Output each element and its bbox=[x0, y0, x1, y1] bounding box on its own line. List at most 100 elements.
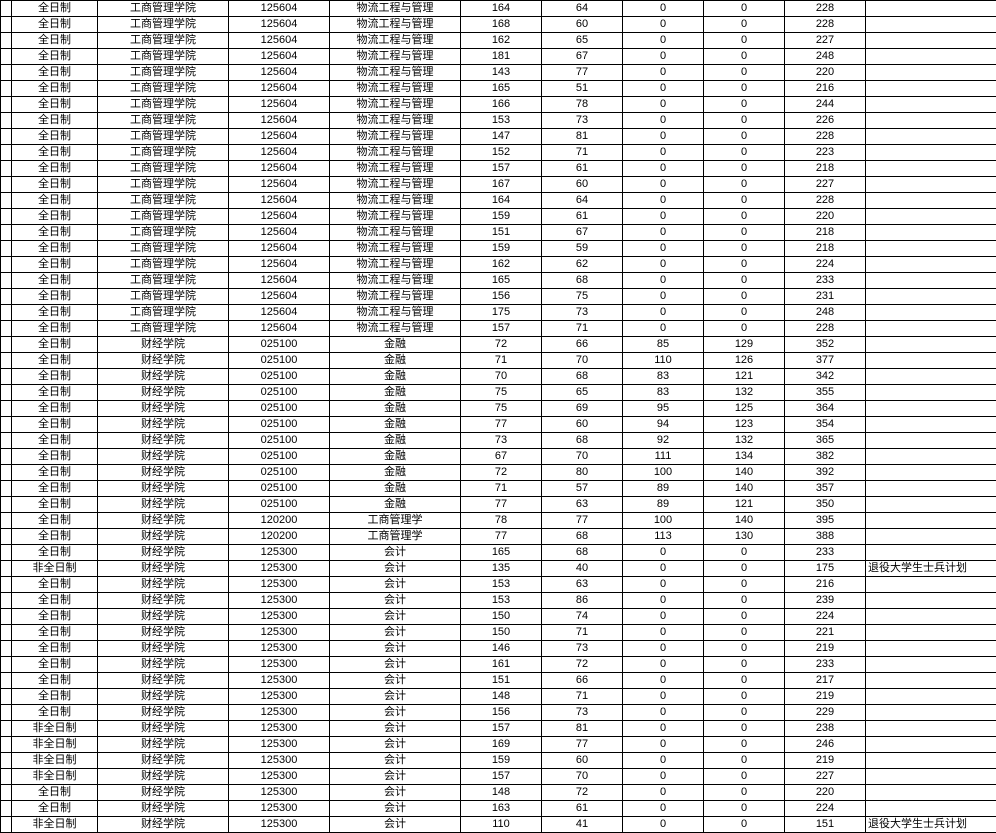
table-cell: 0 bbox=[704, 209, 785, 225]
table-cell: 219 bbox=[785, 753, 866, 769]
table-cell: 73 bbox=[461, 433, 542, 449]
table-cell: 会计 bbox=[330, 689, 461, 705]
table-cell bbox=[866, 65, 996, 81]
table-cell: 025100 bbox=[229, 497, 330, 513]
table-cell: 物流工程与管理 bbox=[330, 129, 461, 145]
table-cell: 0 bbox=[623, 721, 704, 737]
table-cell bbox=[1, 1, 12, 17]
table-cell bbox=[1, 657, 12, 673]
table-cell: 238 bbox=[785, 721, 866, 737]
table-cell bbox=[1, 353, 12, 369]
table-cell: 125300 bbox=[229, 673, 330, 689]
table-cell: 61 bbox=[542, 161, 623, 177]
table-cell: 0 bbox=[623, 113, 704, 129]
table-row: 全日制工商管理学院125604物流工程与管理1757300248 bbox=[1, 305, 996, 321]
table-row: 全日制财经学院025100金融756995125364 bbox=[1, 401, 996, 417]
table-cell: 68 bbox=[542, 545, 623, 561]
table-cell: 0 bbox=[623, 65, 704, 81]
table-cell: 64 bbox=[542, 1, 623, 17]
table-row: 全日制财经学院120200工商管理学7768113130388 bbox=[1, 529, 996, 545]
table-cell bbox=[1, 465, 12, 481]
table-cell: 77 bbox=[461, 497, 542, 513]
table-cell: 全日制 bbox=[12, 273, 98, 289]
table-cell: 工商管理学院 bbox=[98, 65, 229, 81]
table-cell: 60 bbox=[542, 417, 623, 433]
table-cell: 220 bbox=[785, 65, 866, 81]
table-cell bbox=[1, 209, 12, 225]
table-cell: 0 bbox=[704, 609, 785, 625]
table-row: 全日制财经学院125300会计1507100221 bbox=[1, 625, 996, 641]
table-cell: 224 bbox=[785, 609, 866, 625]
table-cell: 物流工程与管理 bbox=[330, 321, 461, 337]
table-cell: 0 bbox=[704, 81, 785, 97]
table-cell: 233 bbox=[785, 273, 866, 289]
table-cell: 388 bbox=[785, 529, 866, 545]
table-cell: 全日制 bbox=[12, 465, 98, 481]
table-cell: 217 bbox=[785, 673, 866, 689]
table-cell: 0 bbox=[623, 545, 704, 561]
table-cell bbox=[1, 33, 12, 49]
table-cell: 025100 bbox=[229, 433, 330, 449]
table-cell: 财经学院 bbox=[98, 673, 229, 689]
table-cell: 物流工程与管理 bbox=[330, 193, 461, 209]
table-cell bbox=[1, 625, 12, 641]
table-cell bbox=[866, 705, 996, 721]
table-cell: 100 bbox=[623, 513, 704, 529]
table-cell: 全日制 bbox=[12, 257, 98, 273]
table-cell: 86 bbox=[542, 593, 623, 609]
table-row: 全日制财经学院025100金融726685129352 bbox=[1, 337, 996, 353]
table-cell: 0 bbox=[623, 129, 704, 145]
table-cell: 全日制 bbox=[12, 673, 98, 689]
table-cell: 125604 bbox=[229, 129, 330, 145]
table-row: 全日制工商管理学院125604物流工程与管理1676000227 bbox=[1, 177, 996, 193]
table-cell: 73 bbox=[542, 705, 623, 721]
table-cell: 63 bbox=[542, 577, 623, 593]
table-cell: 0 bbox=[623, 801, 704, 817]
table-cell bbox=[1, 321, 12, 337]
table-cell: 0 bbox=[704, 33, 785, 49]
table-cell: 全日制 bbox=[12, 161, 98, 177]
table-cell: 0 bbox=[623, 769, 704, 785]
table-cell: 0 bbox=[704, 785, 785, 801]
table-cell bbox=[1, 689, 12, 705]
table-row: 全日制工商管理学院125604物流工程与管理1626500227 bbox=[1, 33, 996, 49]
table-cell: 72 bbox=[542, 657, 623, 673]
table-cell bbox=[866, 801, 996, 817]
table-cell bbox=[866, 673, 996, 689]
table-cell bbox=[1, 257, 12, 273]
table-cell: 财经学院 bbox=[98, 657, 229, 673]
table-cell: 财经学院 bbox=[98, 721, 229, 737]
table-row: 全日制财经学院025100金融7170110126377 bbox=[1, 353, 996, 369]
table-row: 全日制财经学院025100金融6770111134382 bbox=[1, 449, 996, 465]
table-cell bbox=[866, 465, 996, 481]
table-cell: 0 bbox=[704, 769, 785, 785]
table-cell: 68 bbox=[542, 433, 623, 449]
table-cell: 财经学院 bbox=[98, 769, 229, 785]
table-cell: 69 bbox=[542, 401, 623, 417]
table-cell: 财经学院 bbox=[98, 401, 229, 417]
table-cell bbox=[866, 449, 996, 465]
table-cell: 工商管理学院 bbox=[98, 161, 229, 177]
table-cell: 0 bbox=[704, 113, 785, 129]
table-cell bbox=[1, 417, 12, 433]
table-row: 全日制财经学院125300会计1467300219 bbox=[1, 641, 996, 657]
table-cell: 全日制 bbox=[12, 417, 98, 433]
table-cell: 会计 bbox=[330, 577, 461, 593]
table-cell: 0 bbox=[704, 305, 785, 321]
table-cell: 89 bbox=[623, 481, 704, 497]
table-cell: 工商管理学 bbox=[330, 529, 461, 545]
table-cell bbox=[1, 609, 12, 625]
table-cell: 全日制 bbox=[12, 33, 98, 49]
table-cell: 全日制 bbox=[12, 241, 98, 257]
table-cell bbox=[866, 129, 996, 145]
table-cell: 71 bbox=[542, 321, 623, 337]
table-cell: 物流工程与管理 bbox=[330, 273, 461, 289]
table-cell: 226 bbox=[785, 113, 866, 129]
table-row: 全日制工商管理学院125604物流工程与管理1537300226 bbox=[1, 113, 996, 129]
table-cell: 物流工程与管理 bbox=[330, 241, 461, 257]
table-cell: 0 bbox=[704, 241, 785, 257]
table-cell: 125 bbox=[704, 401, 785, 417]
table-cell: 125604 bbox=[229, 177, 330, 193]
table-cell: 66 bbox=[542, 337, 623, 353]
table-cell: 66 bbox=[542, 673, 623, 689]
